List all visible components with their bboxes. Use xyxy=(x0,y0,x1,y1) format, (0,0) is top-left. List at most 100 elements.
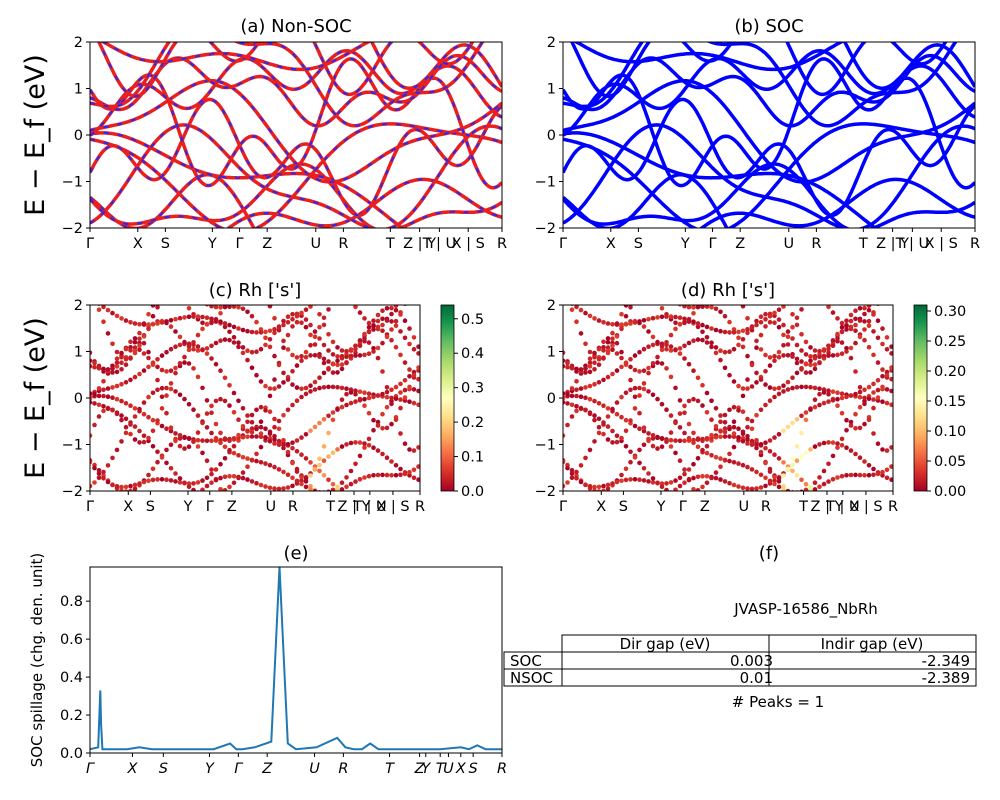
projection-point xyxy=(281,412,286,418)
projection-point xyxy=(830,353,836,358)
projection-point xyxy=(268,267,273,272)
projection-point xyxy=(263,408,268,413)
projection-point xyxy=(650,392,656,398)
projection-point xyxy=(826,524,831,529)
projection-point xyxy=(164,522,169,527)
projection-point xyxy=(200,438,205,443)
projection-point xyxy=(92,391,97,397)
projection-point xyxy=(362,441,367,446)
projection-point xyxy=(236,340,241,346)
projection-point xyxy=(574,319,579,325)
table-cell-soc-indir: -2.349 xyxy=(922,652,970,670)
projection-point xyxy=(204,425,210,430)
projection-point xyxy=(281,345,286,351)
projection-point xyxy=(357,389,363,395)
projection-point xyxy=(880,293,885,298)
y-tick-label: −1 xyxy=(535,175,556,191)
projection-point xyxy=(375,318,381,324)
projection-point xyxy=(407,326,412,331)
projection-point xyxy=(826,568,831,573)
projection-point xyxy=(799,307,804,312)
projection-point xyxy=(321,370,327,376)
projection-point xyxy=(200,347,205,353)
projection-point xyxy=(236,432,241,438)
projection-point xyxy=(853,308,858,314)
projection-point xyxy=(250,537,255,542)
projection-point xyxy=(812,444,818,449)
projection-point xyxy=(308,575,313,580)
projection-point xyxy=(763,475,768,481)
projection-point xyxy=(358,521,363,526)
projection-point xyxy=(128,523,133,528)
panel-c-title: (c) Rh ['s'] xyxy=(209,280,302,301)
y-tick-label: 2 xyxy=(74,35,83,51)
projection-point xyxy=(668,480,674,485)
projection-point xyxy=(637,447,642,453)
projection-point xyxy=(177,334,183,340)
projection-point xyxy=(177,436,183,441)
projection-point xyxy=(596,401,602,406)
projection-point xyxy=(839,391,845,397)
projection-point xyxy=(214,526,219,531)
projection-point xyxy=(168,318,174,323)
projection-point xyxy=(569,402,575,408)
projection-point xyxy=(682,467,687,472)
projection-point xyxy=(606,279,611,284)
projection-point xyxy=(772,358,777,364)
projection-point xyxy=(213,435,219,441)
x-tick-label: T xyxy=(385,761,395,777)
projection-point xyxy=(803,410,809,415)
projection-point xyxy=(200,320,205,326)
projection-point xyxy=(596,484,602,490)
projection-point xyxy=(624,528,629,533)
projection-point xyxy=(186,344,192,349)
projection-point xyxy=(592,520,597,525)
projection-point xyxy=(245,272,250,277)
projection-point xyxy=(777,507,782,512)
projection-point xyxy=(759,516,764,521)
projection-point xyxy=(159,423,165,429)
projection-point xyxy=(339,362,345,367)
projection-point xyxy=(673,478,678,483)
projection-point xyxy=(407,278,412,283)
projection-point xyxy=(398,312,403,317)
projection-point xyxy=(867,298,872,303)
projection-point xyxy=(857,425,863,431)
projection-point xyxy=(745,464,750,470)
projection-point xyxy=(173,329,178,334)
projection-point xyxy=(344,484,349,490)
projection-point xyxy=(339,356,345,361)
projection-point xyxy=(669,492,674,497)
x-tick-label: S xyxy=(146,499,155,515)
projection-point xyxy=(299,435,304,440)
x-tick-label: Γ xyxy=(709,236,717,252)
projection-point xyxy=(619,355,624,361)
projection-point xyxy=(339,366,345,372)
projection-point xyxy=(290,352,295,358)
projection-point xyxy=(799,551,804,556)
projection-point xyxy=(254,538,259,543)
projection-point xyxy=(637,477,642,483)
projection-point xyxy=(794,356,800,362)
projection-point xyxy=(123,346,129,352)
projection-point xyxy=(308,508,313,513)
projection-point xyxy=(628,449,633,455)
projection-point xyxy=(745,486,750,491)
projection-point xyxy=(169,230,174,235)
projection-point xyxy=(141,439,147,445)
soc-band-line xyxy=(563,131,879,228)
projection-point xyxy=(96,393,102,399)
x-tick-label: U xyxy=(266,499,277,515)
projection-point xyxy=(650,476,656,481)
projection-point xyxy=(889,376,893,382)
projection-point xyxy=(718,428,723,434)
projection-point xyxy=(862,551,867,556)
projection-point xyxy=(272,316,277,321)
colorbar-tick-label: 0.30 xyxy=(934,304,966,320)
projection-point xyxy=(119,518,124,523)
projection-point xyxy=(375,393,381,398)
projection-point xyxy=(114,364,120,369)
projection-point xyxy=(848,448,854,453)
projection-point xyxy=(249,429,255,435)
projection-point xyxy=(222,456,228,461)
